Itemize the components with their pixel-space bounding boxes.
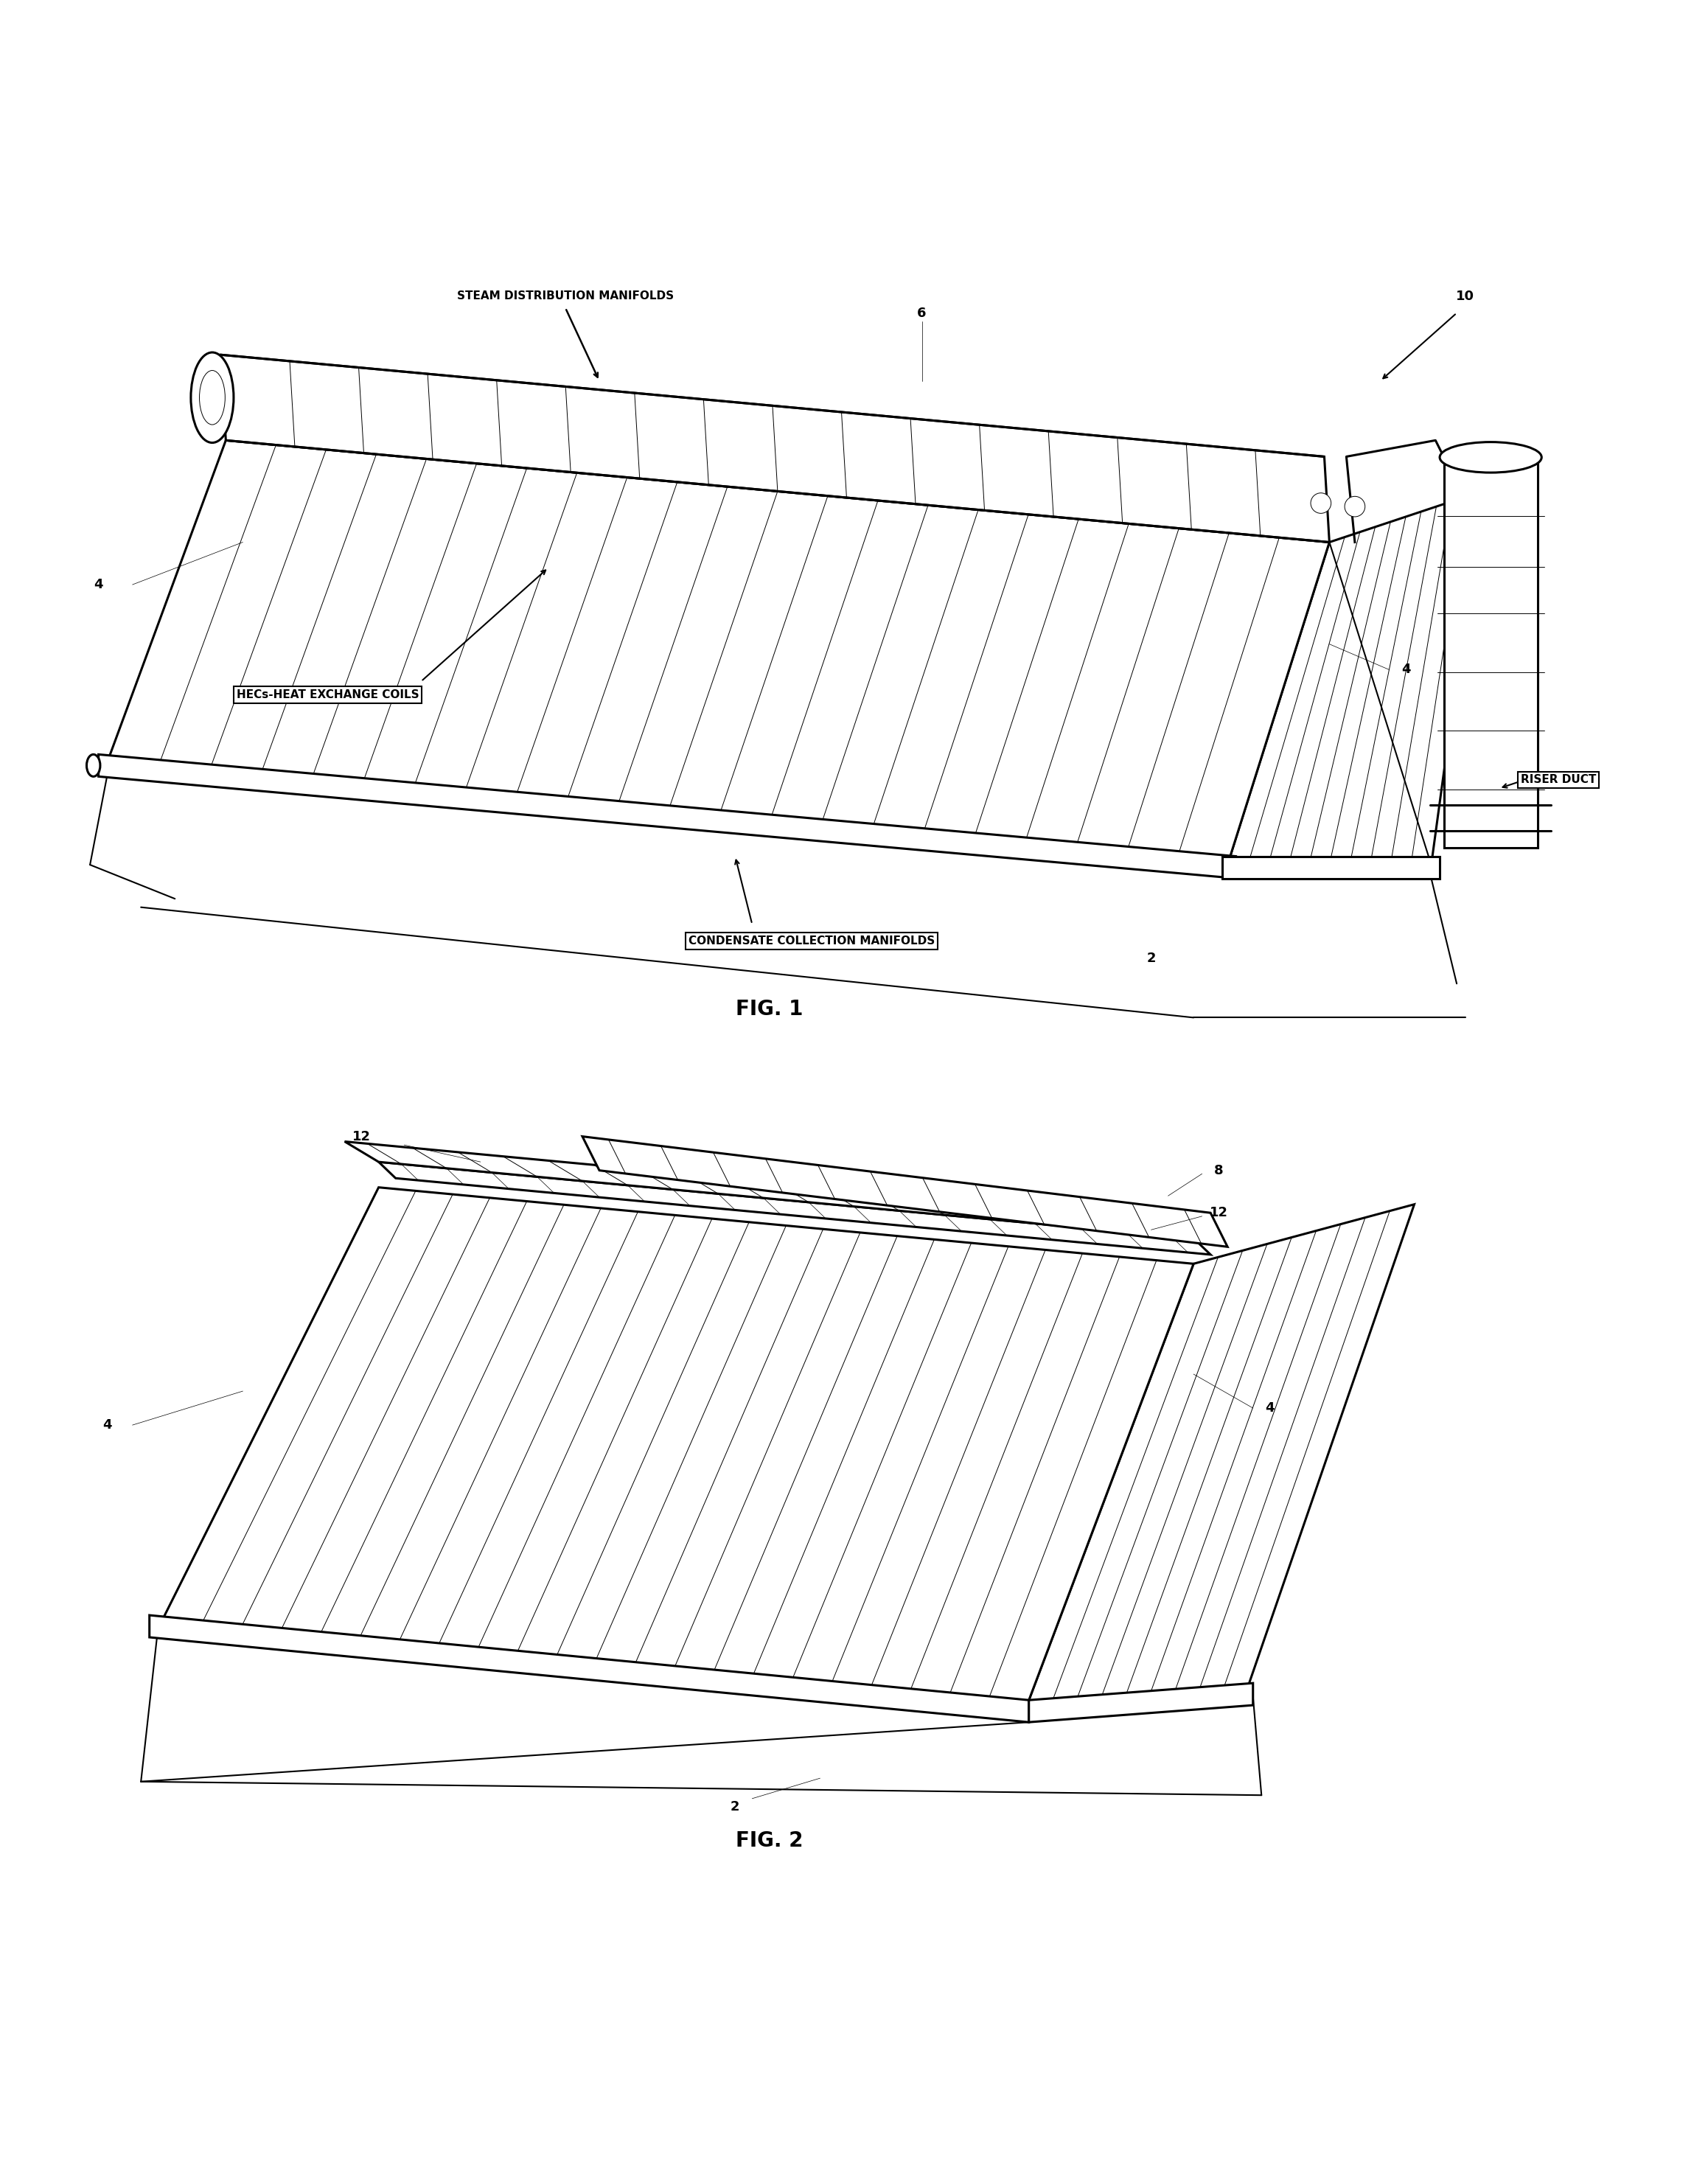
Text: 4: 4 <box>102 1418 111 1431</box>
Polygon shape <box>108 441 1329 864</box>
Polygon shape <box>1028 1683 1254 1722</box>
Text: CONDENSATE COLLECTION MANIFOLDS: CONDENSATE COLLECTION MANIFOLDS <box>688 936 934 947</box>
Polygon shape <box>1228 491 1483 864</box>
Polygon shape <box>1023 1205 1414 1713</box>
Text: 12: 12 <box>352 1129 371 1144</box>
Text: 4: 4 <box>1401 662 1411 675</box>
Polygon shape <box>345 1142 1194 1237</box>
Ellipse shape <box>1440 443 1542 473</box>
Polygon shape <box>157 1188 1194 1713</box>
Polygon shape <box>220 354 1329 543</box>
Text: 6: 6 <box>917 306 926 319</box>
Text: 12: 12 <box>1209 1207 1228 1220</box>
Polygon shape <box>1443 458 1537 849</box>
Text: 2: 2 <box>731 1800 740 1813</box>
Text: HECs-HEAT EXCHANGE COILS: HECs-HEAT EXCHANGE COILS <box>236 690 418 701</box>
Text: 2: 2 <box>1146 951 1156 964</box>
Polygon shape <box>379 1161 1211 1255</box>
Polygon shape <box>1223 855 1440 879</box>
Text: 4: 4 <box>94 577 102 591</box>
Polygon shape <box>149 1615 1028 1722</box>
Polygon shape <box>582 1135 1228 1246</box>
Text: FIG. 1: FIG. 1 <box>736 999 803 1020</box>
Text: 8: 8 <box>1214 1164 1223 1177</box>
Ellipse shape <box>191 352 234 443</box>
Ellipse shape <box>1310 493 1331 512</box>
Polygon shape <box>99 756 1237 879</box>
Text: 10: 10 <box>1455 289 1474 302</box>
Text: 4: 4 <box>1266 1402 1274 1415</box>
Text: STEAM DISTRIBUTION MANIFOLDS: STEAM DISTRIBUTION MANIFOLDS <box>458 291 673 302</box>
Ellipse shape <box>87 756 101 777</box>
Text: FIG. 2: FIG. 2 <box>736 1830 803 1852</box>
Text: RISER DUCT: RISER DUCT <box>1520 775 1597 786</box>
Ellipse shape <box>1344 497 1365 517</box>
